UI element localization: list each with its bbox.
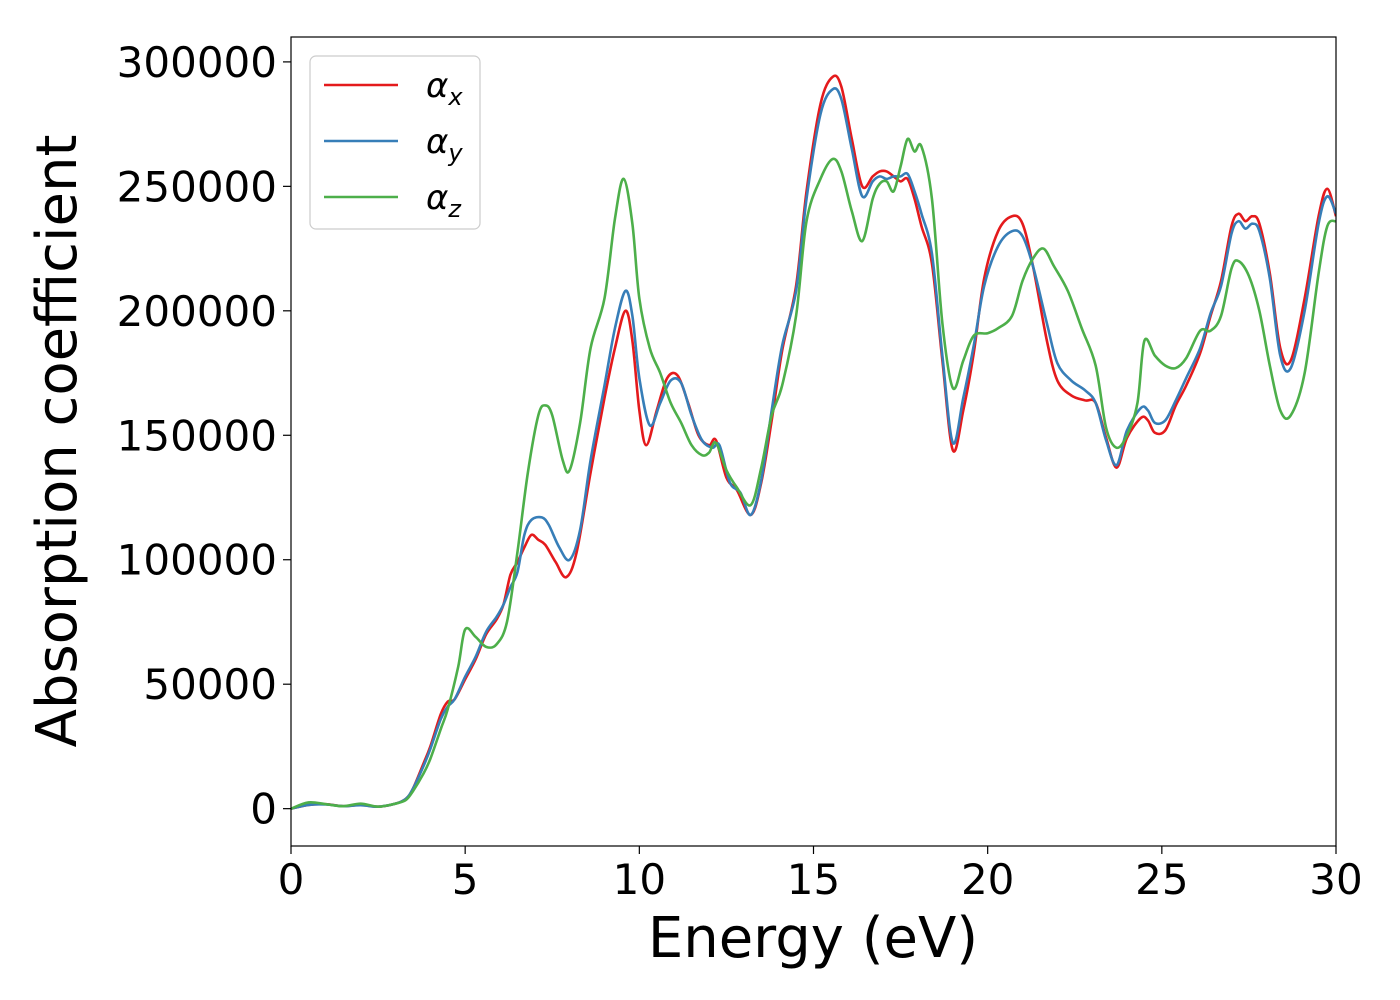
legend-entry-z: αz	[324, 178, 462, 223]
x-tick-label: 30	[1309, 855, 1362, 904]
x-tick-label: 25	[1135, 855, 1188, 904]
x-tick-label: 0	[278, 855, 305, 904]
legend-entry-x: αx	[324, 66, 463, 111]
y-tick-label: 100000	[117, 536, 277, 585]
y-tick-label: 300000	[117, 38, 277, 87]
y-tick-label: 250000	[117, 162, 277, 211]
series-line-x	[291, 74, 1336, 810]
y-tick-label: 200000	[117, 287, 277, 336]
legend-label: αy	[426, 122, 463, 167]
x-tick-label: 10	[613, 855, 666, 904]
x-tick-label: 15	[787, 855, 840, 904]
y-tick-label: 50000	[143, 660, 277, 709]
y-tick-label: 150000	[117, 411, 277, 460]
legend-entry-y: αy	[324, 122, 463, 167]
legend: αx αy αz	[309, 55, 481, 230]
x-tick-label: 5	[452, 855, 479, 904]
x-axis-ticks: 0 5 10 15 20 25 30	[278, 846, 1363, 904]
series-line-y	[291, 87, 1336, 810]
legend-frame	[309, 55, 481, 230]
y-axis-ticks: 0 50000 100000 150000 200000 250000 300000	[117, 38, 291, 834]
series-line-z	[291, 137, 1336, 810]
x-axis-label: Energy (eV)	[648, 906, 978, 971]
x-tick-label: 20	[961, 855, 1014, 904]
y-tick-label: 0	[250, 785, 277, 834]
legend-label: αz	[426, 178, 462, 223]
y-axis-label: Absorption coefficient	[25, 135, 90, 748]
legend-label: αx	[426, 66, 463, 111]
series-layer	[291, 74, 1336, 810]
